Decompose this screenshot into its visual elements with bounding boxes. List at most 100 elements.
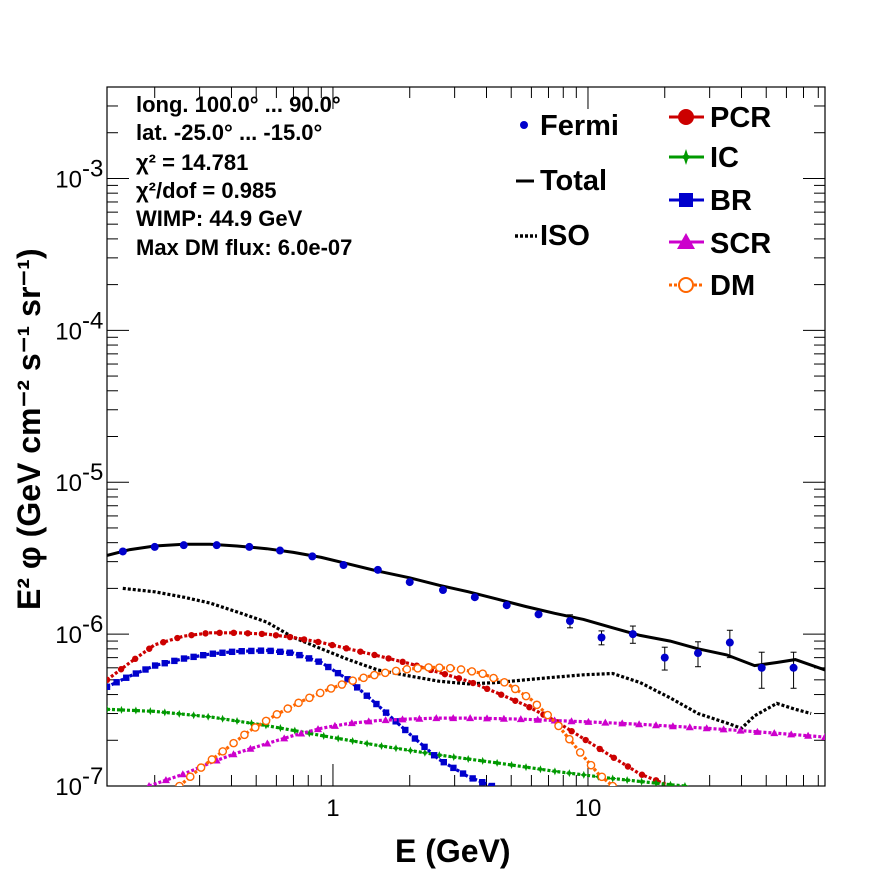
series-pcr-point — [258, 630, 266, 638]
series-scr-point — [449, 714, 458, 722]
series-scr-point — [804, 731, 813, 739]
fermi-point — [245, 542, 254, 551]
series-ic-point — [493, 758, 502, 767]
series-scr-point — [280, 734, 289, 742]
series-br-point — [180, 655, 188, 662]
series-br-point — [344, 676, 351, 683]
series-pcr-point — [469, 679, 477, 687]
series-dm-point — [359, 673, 368, 683]
series-scr-point — [347, 719, 356, 727]
fermi-point — [179, 541, 188, 550]
fermi-point — [150, 542, 159, 551]
y-tick-label: 10 — [55, 318, 82, 345]
series-ic-point — [363, 739, 372, 748]
y-tick-label-exponent: -3 — [82, 155, 103, 182]
y-tick-label-exponent: -5 — [82, 459, 103, 486]
series-br-point — [142, 666, 149, 673]
series-pcr-point — [216, 629, 223, 637]
series-br-point — [200, 651, 207, 659]
series-iso-line — [122, 586, 812, 731]
series-scr-point — [314, 725, 323, 733]
series-dm-line — [178, 665, 614, 786]
series-dm-point — [478, 669, 488, 679]
series-br-point — [315, 658, 322, 665]
series-dm-point — [185, 772, 195, 782]
series-ic-point — [579, 770, 588, 779]
series-br-point — [411, 735, 419, 742]
fermi-point — [660, 653, 669, 662]
series-dm-point — [532, 700, 542, 710]
series-pcr-point — [441, 670, 449, 678]
series-br-point — [248, 647, 255, 655]
series-pcr-point — [582, 736, 589, 744]
series-dm-point — [435, 663, 444, 672]
series-scr-point — [668, 722, 677, 730]
series-br-point — [334, 669, 342, 677]
series-dm-point — [489, 673, 498, 683]
series-dm-point — [467, 667, 477, 676]
series-ic-point — [522, 763, 531, 772]
series-br-point — [286, 649, 294, 656]
fermi-point — [405, 578, 414, 587]
series-ic-point — [391, 744, 400, 753]
series-scr-point — [770, 729, 779, 737]
series-ic-point — [435, 751, 444, 760]
series-pcr-point — [286, 633, 294, 641]
series-scr-point — [161, 776, 170, 784]
legend-dm-marker — [678, 277, 694, 293]
series-dm-point — [207, 755, 217, 764]
series-scr-point — [652, 721, 661, 729]
series-ic-point — [204, 712, 213, 721]
series-dm-point — [283, 704, 293, 713]
fermi-point — [628, 630, 637, 639]
series-dm-point — [402, 664, 412, 674]
series-scr-point — [178, 770, 187, 778]
series-ic-point — [608, 774, 617, 783]
series-dm-point — [521, 691, 531, 701]
series-pcr-point — [526, 703, 533, 711]
fermi-point — [276, 546, 285, 555]
fermi-point — [308, 552, 317, 561]
series-scr-point — [516, 715, 525, 723]
fermi-point — [757, 663, 766, 672]
series-pcr-point — [314, 638, 322, 646]
series-pcr-point — [385, 655, 392, 662]
series-pcr-point — [117, 666, 125, 673]
series-scr-point — [483, 714, 492, 722]
legend-dm-label: DM — [710, 270, 755, 302]
series-br-point — [363, 692, 371, 699]
x-tick-label: 10 — [575, 795, 602, 822]
series-pcr-point — [371, 651, 378, 659]
series-br-point — [488, 782, 496, 786]
series-br-point — [277, 648, 284, 656]
series-ic-point — [247, 719, 256, 728]
fermi-point — [118, 547, 127, 556]
series-br-point — [267, 647, 274, 655]
series-br-point — [238, 648, 245, 655]
series-br-point — [171, 657, 178, 665]
series-br-point — [151, 662, 159, 669]
series-dm-point — [370, 670, 379, 680]
series-dm-point — [586, 760, 596, 770]
series-scr-point — [499, 714, 508, 722]
stat-chi2: χ² = 14.781 — [136, 150, 248, 175]
series-scr-point — [685, 723, 694, 731]
y-tick-label: 10 — [55, 622, 82, 649]
series-br-point — [123, 674, 130, 681]
fermi-point — [725, 638, 734, 647]
series-pcr-point — [610, 754, 618, 761]
series-pcr-point — [146, 645, 153, 652]
stat-wimp: WIMP: 44.9 GeV — [136, 206, 303, 231]
legend-iso-label: ISO — [540, 220, 590, 252]
series-pcr-point — [596, 745, 603, 753]
legend: Fermi Total ISO PCR IC BR SCR DM — [515, 102, 771, 302]
series-dm-point — [218, 747, 228, 756]
series-ic-point — [565, 769, 574, 778]
series-br-point — [190, 653, 197, 661]
series-pcr-point — [329, 641, 336, 649]
series-scr-point — [584, 717, 593, 725]
series-pcr-point — [638, 771, 646, 778]
series-scr-point — [567, 717, 576, 725]
series-br-point — [107, 683, 111, 690]
series-dm-point — [575, 748, 585, 757]
